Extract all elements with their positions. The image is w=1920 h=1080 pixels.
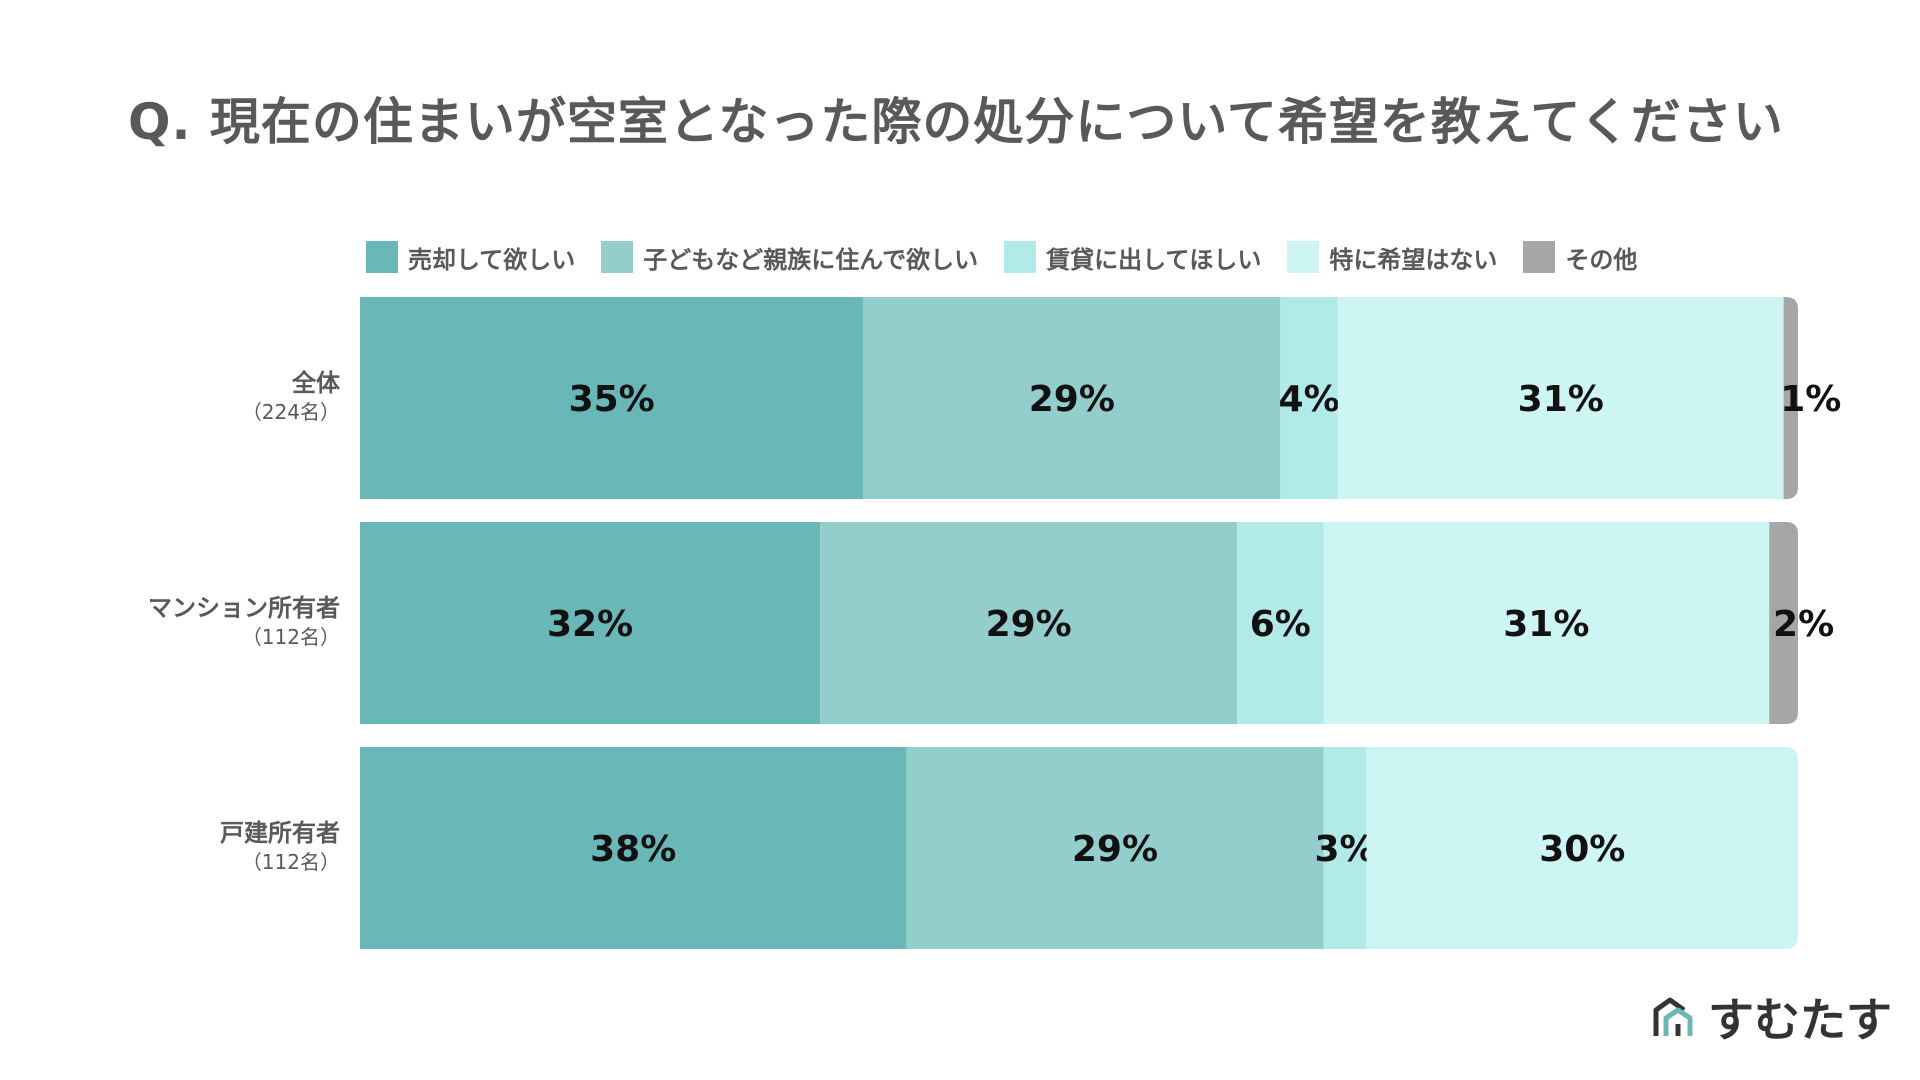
legend-swatch (366, 241, 398, 273)
category-label: 戸建所有者 （112名） (220, 818, 340, 876)
category-name: 全体 (292, 369, 340, 397)
bar-segment (1769, 522, 1798, 724)
category-count: （112名） (241, 850, 340, 874)
category-name: 戸建所有者 (220, 819, 340, 847)
legend-label: 子どもなど親族に住んで欲しい (643, 245, 979, 274)
data-label: 29% (1029, 379, 1115, 420)
data-label: 29% (1072, 829, 1158, 870)
legend-label: 賃貸に出してほしい (1046, 245, 1262, 274)
bar-segment (863, 297, 1281, 499)
bar-segment (1783, 297, 1798, 499)
legend-label: 特に希望はない (1329, 245, 1498, 274)
legend-item: 賃貸に出してほしい (1004, 240, 1261, 275)
data-label: 32% (547, 604, 633, 645)
data-label: 30% (1539, 829, 1625, 870)
data-label: 2% (1773, 604, 1834, 645)
legend-swatch (601, 241, 634, 273)
data-label: 31% (1503, 604, 1589, 645)
bar-segment (820, 522, 1238, 724)
data-label: 38% (590, 829, 676, 870)
data-label: 6% (1250, 604, 1311, 645)
legend-label: 売却して欲しい (408, 245, 576, 274)
bar-segment (1280, 297, 1338, 499)
category-name: マンション所有者 (148, 594, 340, 622)
category-label: マンション所有者 （112名） (148, 593, 340, 651)
data-label: 1% (1780, 379, 1841, 420)
bar-segment (1337, 297, 1784, 499)
bar-segment (360, 522, 821, 724)
bar-segment (1323, 522, 1770, 724)
brand-name: すむたす (1708, 993, 1892, 1047)
legend-item: 売却して欲しい (366, 240, 575, 275)
data-label: 31% (1518, 379, 1604, 420)
legend-label: その他 (1565, 245, 1638, 274)
data-label: 29% (986, 604, 1072, 645)
data-label: 35% (569, 379, 655, 420)
bar-segment (1366, 747, 1798, 949)
category-count: （224名） (241, 400, 340, 424)
bar-segment (360, 747, 907, 949)
category-count: （112名） (241, 625, 340, 649)
data-label: 4% (1279, 379, 1340, 420)
legend: 売却して欲しい 子どもなど親族に住んで欲しい 賃貸に出してほしい 特に希望はない その他 (366, 240, 1663, 274)
bar-segment (1323, 747, 1367, 949)
brand-logo: すむたす (1650, 984, 1892, 1050)
chart-title: Q. 現在の住まいが空室となった際の処分について希望を教えてください (128, 93, 1784, 151)
legend-swatch (1004, 241, 1037, 273)
legend-item: その他 (1523, 240, 1637, 275)
bar-segment (1237, 522, 1324, 724)
legend-swatch (1287, 241, 1320, 273)
legend-item: 子どもなど親族に住んで欲しい (601, 240, 978, 275)
legend-item: 特に希望はない (1287, 240, 1497, 275)
data-label: 3% (1314, 829, 1375, 870)
category-label: 全体 （224名） (242, 368, 340, 426)
bar-segment (906, 747, 1324, 949)
legend-swatch (1523, 241, 1556, 273)
bar-segment (360, 297, 864, 499)
house-logo-icon (1653, 997, 1693, 1036)
